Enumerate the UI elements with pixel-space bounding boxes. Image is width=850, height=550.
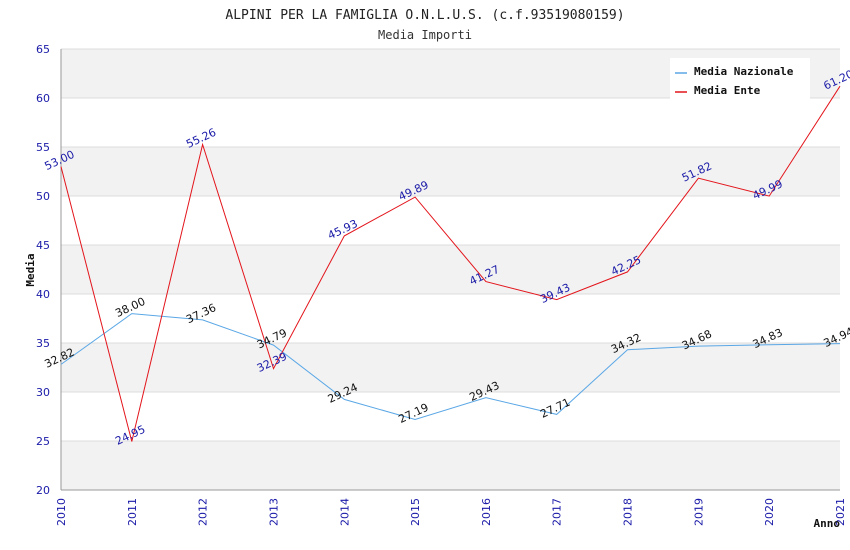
x-tick-labels: 2010 2011 2012 2013 2014 2015 2016 2017 2018 2019… [55, 498, 847, 526]
x-tick-label: 2015 [409, 498, 422, 526]
x-tick-label: 2016 [480, 498, 493, 526]
x-tick-label: 2013 [267, 498, 280, 526]
data-label: 27.71 [538, 396, 572, 421]
background-bands [61, 49, 840, 490]
legend-label-nazionale: Media Nazionale [694, 65, 794, 78]
y-tick-label: 60 [36, 92, 50, 105]
x-tick-label: 2018 [622, 498, 635, 526]
y-tick-label: 35 [36, 337, 50, 350]
chart-title: ALPINI PER LA FAMIGLIA O.N.L.U.S. (c.f.9… [225, 8, 624, 23]
grid-band [61, 441, 840, 490]
data-label: 37.36 [184, 301, 218, 326]
x-tick-label: 2014 [338, 498, 351, 526]
grid-band [61, 147, 840, 196]
data-label: 27.19 [397, 401, 431, 426]
series-line [60, 85, 841, 442]
y-tick-label: 30 [36, 386, 50, 399]
data-label: 38.00 [113, 295, 147, 320]
x-tick-label: 2020 [763, 498, 776, 526]
grid-band [61, 245, 840, 294]
x-tick-label: 2021 [834, 498, 847, 526]
y-tick-label: 50 [36, 190, 50, 203]
y-tick-labels: 20 25 30 35 40 45 50 55 60 65 [36, 43, 50, 497]
chart-subtitle: Media Importi [378, 28, 472, 42]
y-tick-label: 55 [36, 141, 50, 154]
y-tick-label: 20 [36, 484, 50, 497]
grid-band [61, 343, 840, 392]
legend-label-ente: Media Ente [694, 84, 761, 97]
y-tick-label: 45 [36, 239, 50, 252]
legend-box [670, 58, 810, 100]
y-tick-label: 65 [36, 43, 50, 56]
y-tick-label: 25 [36, 435, 50, 448]
x-tick-label: 2010 [55, 498, 68, 526]
y-tick-label: 40 [36, 288, 50, 301]
x-axis-title: Anno [814, 517, 841, 530]
x-tick-label: 2011 [126, 498, 139, 526]
legend: Media Nazionale Media Ente [670, 58, 810, 100]
x-tick-label: 2019 [692, 498, 705, 526]
series-line [60, 313, 841, 421]
x-tick-label: 2012 [197, 498, 210, 526]
x-tick-label: 2017 [551, 498, 564, 526]
series-lines [60, 85, 841, 442]
y-axis-title: Media [24, 253, 37, 286]
grid-lines [61, 48, 840, 491]
